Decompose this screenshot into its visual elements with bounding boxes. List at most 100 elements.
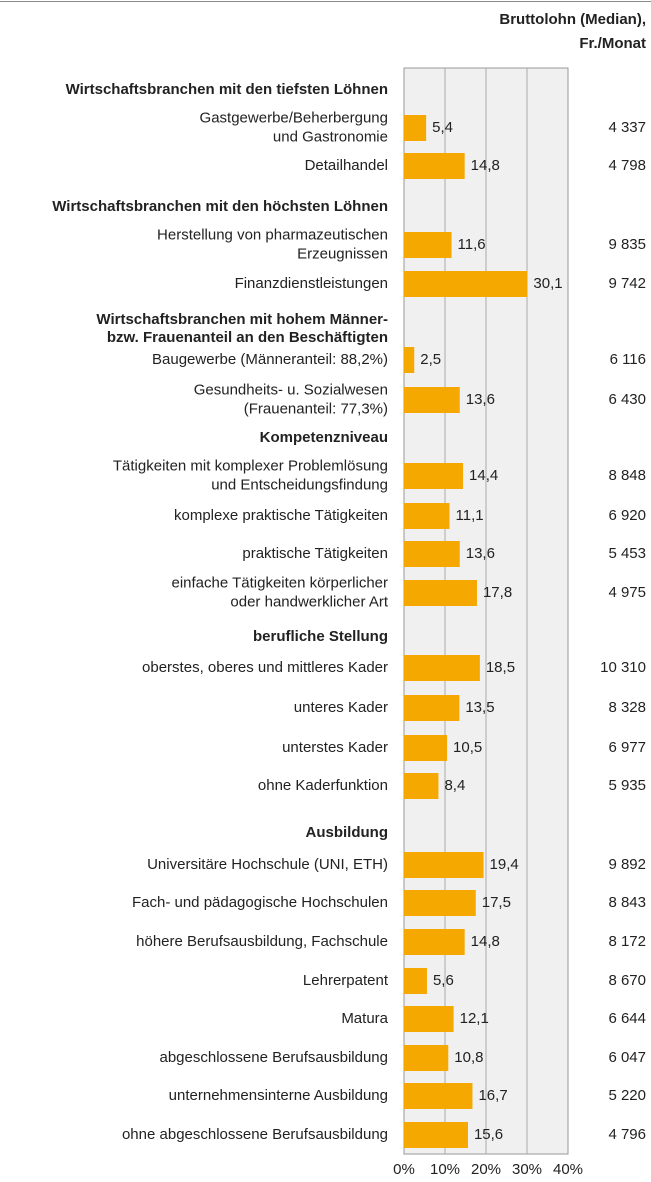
wage-label: 8 848 — [608, 467, 646, 484]
x-tick-label: 30% — [512, 1161, 542, 1178]
wage-label: 9 835 — [608, 236, 646, 253]
category-label: (Frauenanteil: 77,3%) — [244, 400, 388, 417]
bar — [404, 503, 450, 529]
category-label: ohne Kaderfunktion — [258, 777, 388, 794]
bar — [404, 1083, 473, 1109]
value-label: 17,8 — [483, 584, 512, 601]
bar — [404, 387, 460, 413]
wage-header: Fr./Monat — [579, 35, 646, 52]
value-label: 14,4 — [469, 467, 498, 484]
category-label: Gesundheits- u. Sozialwesen — [194, 381, 388, 398]
x-tick-label: 10% — [430, 1161, 460, 1178]
value-label: 11,6 — [458, 236, 486, 253]
category-label: komplexe praktische Tätigkeiten — [174, 507, 388, 524]
wage-label: 8 172 — [608, 933, 646, 950]
bar — [404, 153, 465, 179]
value-label: 18,5 — [486, 659, 515, 676]
bar — [404, 735, 448, 761]
category-label: abgeschlossene Berufsausbildung — [160, 1049, 389, 1066]
category-label: und Entscheidungsfindung — [211, 476, 388, 493]
value-label: 5,6 — [433, 972, 454, 989]
category-label: einfache Tätigkeiten körperlicher — [171, 574, 388, 591]
wage-label: 4 796 — [608, 1126, 646, 1143]
wage-header: Bruttolohn (Median), — [499, 11, 646, 28]
group-header: Wirtschaftsbranchen mit den höchsten Löh… — [52, 198, 388, 215]
wage-label: 9 892 — [608, 856, 646, 873]
x-tick-label: 0% — [393, 1161, 415, 1178]
value-label: 13,6 — [466, 545, 495, 562]
category-label: und Gastronomie — [273, 128, 388, 145]
value-label: 12,1 — [460, 1010, 489, 1027]
wage-label: 5 453 — [608, 545, 646, 562]
wage-label: 4 337 — [608, 119, 646, 136]
category-label: Finanzdienstleistungen — [235, 275, 388, 292]
value-label: 11,1 — [456, 507, 484, 524]
bar — [404, 541, 460, 567]
value-label: 13,5 — [465, 699, 494, 716]
value-label: 10,8 — [454, 1049, 483, 1066]
category-label: oberstes, oberes und mittleres Kader — [142, 659, 388, 676]
category-label: Erzeugnissen — [297, 245, 388, 262]
bar — [404, 968, 427, 994]
bar — [404, 232, 452, 258]
category-label: Universitäre Hochschule (UNI, ETH) — [147, 856, 388, 873]
bar — [404, 655, 480, 681]
category-label: Detailhandel — [305, 157, 388, 174]
x-tick-label: 20% — [471, 1161, 501, 1178]
group-header: berufliche Stellung — [253, 628, 388, 645]
bar — [404, 463, 464, 489]
category-label: Baugewerbe (Männeranteil: 88,2%) — [152, 351, 388, 368]
category-label: unteres Kader — [294, 699, 388, 716]
bar — [404, 929, 465, 955]
wage-label: 4 798 — [608, 157, 646, 174]
value-label: 14,8 — [471, 157, 500, 174]
bar — [404, 1045, 449, 1071]
wage-label: 6 430 — [608, 391, 646, 408]
category-label: Herstellung von pharmazeutischen — [157, 226, 388, 243]
wage-label: 6 047 — [608, 1049, 646, 1066]
category-label: oder handwerklicher Art — [230, 593, 388, 610]
category-label: unterstes Kader — [282, 739, 388, 756]
value-label: 30,1 — [533, 275, 562, 292]
value-label: 16,7 — [478, 1087, 507, 1104]
group-header: Wirtschaftsbranchen mit hohem Männer- — [96, 311, 388, 328]
category-label: ohne abgeschlossene Berufsausbildung — [122, 1126, 388, 1143]
value-label: 19,4 — [490, 856, 519, 873]
category-label: unternehmensinterne Ausbildung — [169, 1087, 388, 1104]
wage-label: 10 310 — [600, 659, 646, 676]
bar — [404, 347, 415, 373]
wage-label: 5 935 — [608, 777, 646, 794]
value-label: 15,6 — [474, 1126, 503, 1143]
x-tick-label: 40% — [553, 1161, 583, 1178]
bar — [404, 271, 528, 297]
bar — [404, 580, 477, 606]
group-header: Ausbildung — [306, 824, 389, 841]
category-label: höhere Berufsausbildung, Fachschule — [136, 933, 388, 950]
wage-label: 8 670 — [608, 972, 646, 989]
group-header: Wirtschaftsbranchen mit den tiefsten Löh… — [66, 81, 388, 98]
wage-label: 8 328 — [608, 699, 646, 716]
bar — [404, 1122, 468, 1148]
wage-label: 6 977 — [608, 739, 646, 756]
bar — [404, 115, 427, 141]
wage-label: 8 843 — [608, 894, 646, 911]
bar — [404, 890, 476, 916]
value-label: 5,4 — [432, 119, 453, 136]
value-label: 10,5 — [453, 739, 482, 756]
category-label: Tätigkeiten mit komplexer Problemlösung — [113, 457, 388, 474]
wage-label: 4 975 — [608, 584, 646, 601]
value-label: 14,8 — [471, 933, 500, 950]
value-label: 2,5 — [420, 351, 441, 368]
value-label: 13,6 — [466, 391, 495, 408]
wage-label: 6 920 — [608, 507, 646, 524]
wage-label: 5 220 — [608, 1087, 646, 1104]
bar — [404, 773, 439, 799]
bar — [404, 695, 460, 721]
category-label: Lehrerpatent — [303, 972, 389, 989]
value-label: 8,4 — [444, 777, 465, 794]
wage-label: 6 644 — [608, 1010, 646, 1027]
group-header: bzw. Frauenanteil an den Beschäftigten — [107, 329, 388, 346]
category-label: Gastgewerbe/Beherbergung — [200, 109, 388, 126]
bar — [404, 852, 484, 878]
category-label: praktische Tätigkeiten — [242, 545, 388, 562]
